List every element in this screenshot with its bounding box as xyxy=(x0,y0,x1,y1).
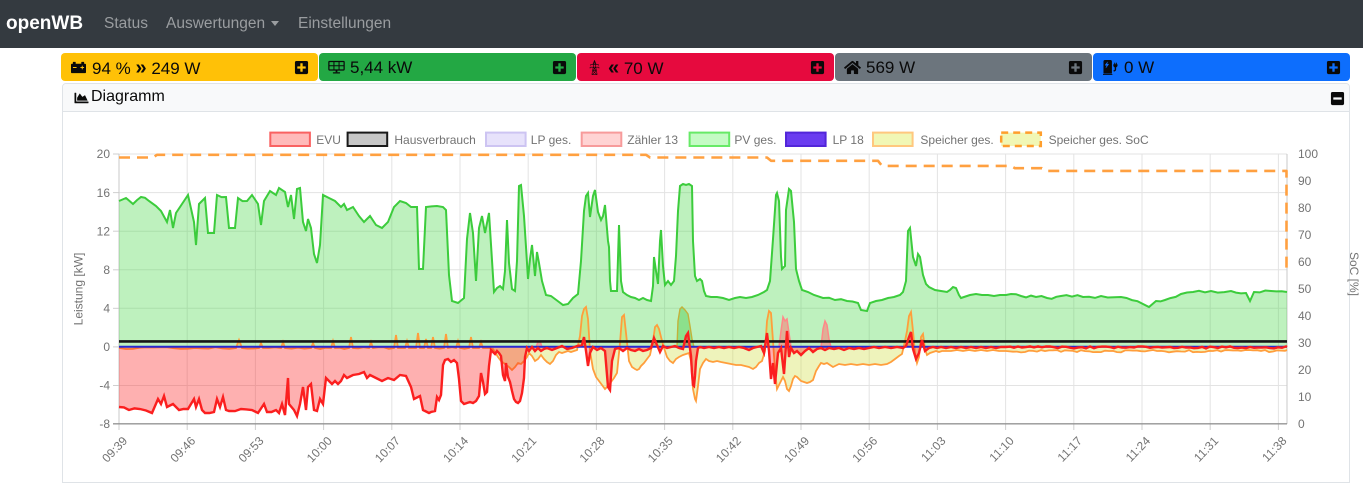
svg-text:10:00: 10:00 xyxy=(304,434,335,466)
svg-text:70: 70 xyxy=(1298,228,1312,242)
svg-text:11:38: 11:38 xyxy=(1259,434,1290,465)
svg-text:Speicher ges.: Speicher ges. xyxy=(920,133,993,147)
svg-text:10: 10 xyxy=(1298,390,1312,404)
svg-text:0: 0 xyxy=(103,340,110,354)
svg-text:EVU: EVU xyxy=(316,133,341,147)
svg-text:4: 4 xyxy=(103,302,110,316)
svg-text:11:03: 11:03 xyxy=(918,434,949,465)
svg-text:Speicher ges. SoC: Speicher ges. SoC xyxy=(1049,133,1149,147)
svg-text:10:56: 10:56 xyxy=(849,434,880,466)
svg-text:09:46: 09:46 xyxy=(167,434,198,466)
svg-text:-4: -4 xyxy=(99,379,110,393)
svg-text:90: 90 xyxy=(1298,174,1312,188)
svg-text:20: 20 xyxy=(97,147,111,161)
svg-text:50: 50 xyxy=(1298,282,1312,296)
svg-text:PV ges.: PV ges. xyxy=(734,133,776,147)
svg-text:-8: -8 xyxy=(99,417,110,431)
svg-text:10:35: 10:35 xyxy=(645,434,676,466)
svg-text:8: 8 xyxy=(103,263,110,277)
svg-text:10:14: 10:14 xyxy=(440,434,471,466)
svg-text:LP 18: LP 18 xyxy=(833,133,864,147)
svg-text:11:17: 11:17 xyxy=(1055,434,1086,465)
svg-text:Leistung [kW]: Leistung [kW] xyxy=(72,253,86,326)
svg-text:80: 80 xyxy=(1298,201,1312,215)
svg-text:12: 12 xyxy=(97,224,111,238)
svg-text:20: 20 xyxy=(1298,363,1312,377)
svg-text:SoC [%]: SoC [%] xyxy=(1347,252,1361,296)
svg-text:60: 60 xyxy=(1298,255,1312,269)
svg-text:11:31: 11:31 xyxy=(1191,434,1222,465)
svg-text:16: 16 xyxy=(97,186,111,200)
svg-text:Zähler 13: Zähler 13 xyxy=(627,133,678,147)
svg-text:10:28: 10:28 xyxy=(577,434,608,466)
svg-text:11:10: 11:10 xyxy=(986,434,1017,465)
svg-text:10:49: 10:49 xyxy=(781,434,812,466)
svg-text:11:24: 11:24 xyxy=(1123,434,1154,465)
svg-text:Hausverbrauch: Hausverbrauch xyxy=(394,133,475,147)
svg-text:LP ges.: LP ges. xyxy=(531,133,571,147)
svg-text:10:21: 10:21 xyxy=(508,434,539,466)
svg-text:0: 0 xyxy=(1298,417,1305,431)
svg-text:40: 40 xyxy=(1298,309,1312,323)
svg-text:30: 30 xyxy=(1298,336,1312,350)
svg-text:10:07: 10:07 xyxy=(372,434,403,466)
svg-text:10:42: 10:42 xyxy=(713,434,744,466)
svg-text:09:39: 09:39 xyxy=(99,434,130,466)
svg-text:100: 100 xyxy=(1298,147,1318,161)
svg-text:09:53: 09:53 xyxy=(236,434,267,466)
